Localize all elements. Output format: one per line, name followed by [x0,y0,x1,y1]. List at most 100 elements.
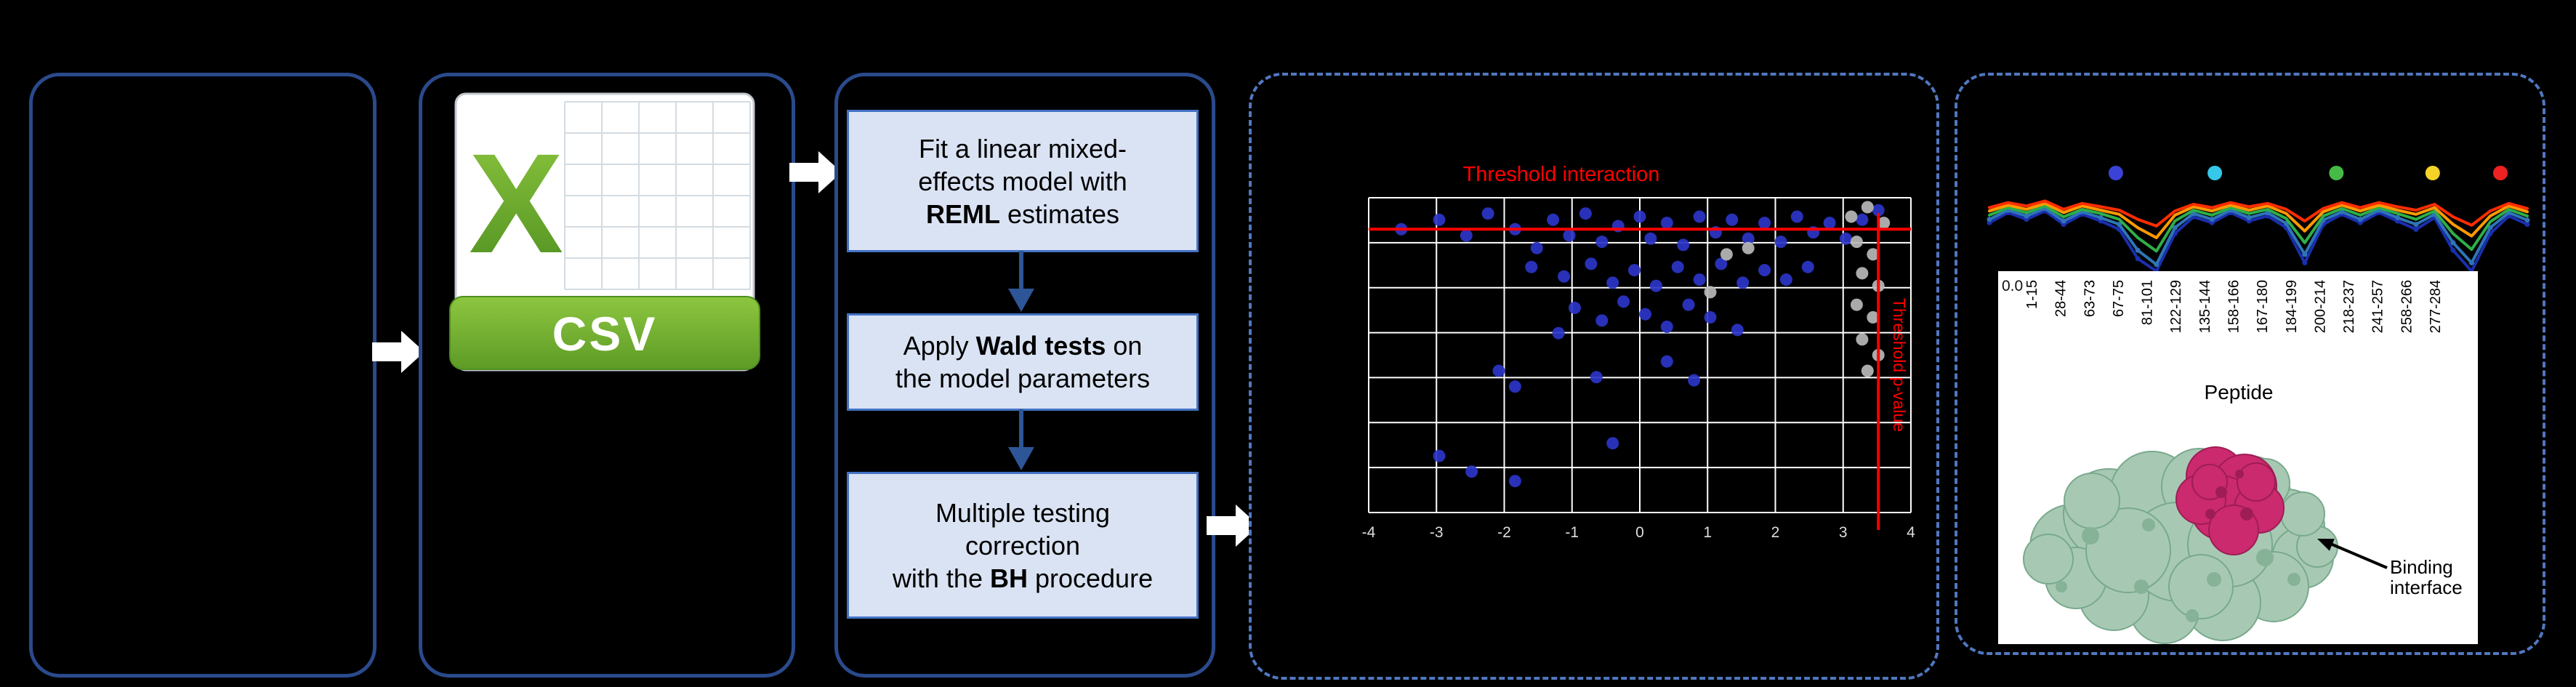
process-step-text: on [1106,331,1143,361]
volcano-panel: -4 -3 -2 -1 0 1 2 3 4 Threshold interaction Thre… [1249,73,1939,680]
data-point-significant [1731,324,1744,337]
uptake-series-marker [2154,262,2160,268]
uptake-series-marker [2450,247,2456,253]
data-point-significant [1856,213,1869,226]
data-point-significant [1726,213,1739,226]
peptide-axis: 1-15 28-44 63-73 67-75 81-101 122-129 135-144 1… [2024,280,2444,333]
data-point-nonsignificant [1850,298,1863,311]
peptide-tick-label: 122-129 [2168,280,2184,333]
flow-arrow-2 [789,151,842,193]
data-point-significant [1633,210,1646,223]
process-step-wald: Apply Wald tests on the model parameters [847,313,1199,411]
uptake-series-green [1988,204,2529,253]
process-step-line: Apply Wald tests on [849,329,1196,362]
data-point-significant [1595,236,1609,249]
data-point-significant [1547,213,1560,226]
process-step-reml: Fit a linear mixed-effects model with REM… [847,110,1199,252]
binding-interface-arrow [2328,542,2388,569]
data-point-significant [1736,276,1750,289]
peptide-tick-label: 200-214 [2312,280,2328,333]
process-step-line: correction [849,529,1196,562]
data-point-significant [1758,264,1771,277]
volcano-chart-area: -4 -3 -2 -1 0 1 2 3 4 Threshold interaction Thre… [1254,78,1928,669]
data-point-nonsignificant [1742,241,1755,254]
data-point-nonsignificant [1861,364,1874,377]
model-steps-box: Fit a linear mixed-effects model with REM… [834,73,1215,678]
peptide-tick-label: 28-44 [2053,280,2069,317]
uptake-series-marker [2413,227,2419,232]
x-axis-tick-label: 2 [1771,524,1780,541]
uptake-series-marker [2302,252,2308,257]
data-point-significant [1644,232,1657,245]
data-point-significant [1693,210,1706,223]
legend-dot [2329,166,2344,180]
legend-dot [2425,166,2440,180]
uptake-series-marker [2394,214,2400,220]
uptake-series-marker [2135,247,2141,253]
data-point-significant [1704,311,1717,324]
uptake-series-marker [2246,214,2252,220]
uptake-series-orange [1988,201,2529,239]
binding-interface-label-line1: Binding [2390,556,2453,578]
data-point-nonsignificant [1861,201,1874,214]
process-step-text: Apply [903,331,976,361]
binding-interface-region [2175,446,2285,555]
data-point-significant [1649,279,1662,292]
uptake-series-marker [2135,256,2141,262]
csv-ribbon [449,296,760,370]
x-axis-tick-label: 0 [1635,524,1644,541]
uptake-series-marker [2524,217,2530,223]
data-point-significant [1671,260,1684,273]
data-point-significant [1823,217,1836,230]
peptide-tick-label: 167-180 [2255,280,2271,333]
process-step-keyword: BH [989,563,1028,593]
uptake-series-lines [1987,199,2530,274]
data-point-significant [1660,321,1673,333]
uptake-series-marker [2487,225,2493,230]
data-point-significant [1677,238,1690,252]
process-step-keyword: Wald tests [975,331,1106,361]
uptake-series-marker [2357,217,2363,222]
volcano-plot: -4 -3 -2 -1 0 1 2 3 4 Threshold interaction Thre… [1362,163,1916,541]
binding-interface-shading [2205,470,2253,521]
data-point-nonsignificant [1704,286,1717,299]
data-point-nonsignificant [1720,248,1733,261]
data-point-significant [1433,213,1446,226]
step-arrow-1 [1008,251,1034,312]
excel-x-letter: X [469,124,563,283]
process-step-line: with the BH procedure [849,562,1196,595]
process-step-text: effects model with [918,166,1127,196]
peptide-tick-label: 158-166 [2226,280,2242,333]
peptide-tick-label: 63-73 [2082,280,2098,317]
results-panel: 0.0 1-15 28-44 63-73 67-75 81-101 122-129 135-… [1955,73,2545,655]
data-point-significant [1590,371,1603,384]
data-point-significant [1774,236,1787,249]
data-point-nonsignificant [1867,248,1880,261]
process-step-text: with the [892,563,990,593]
uptake-series-navy [1988,209,2529,273]
data-point-significant [1465,465,1478,478]
data-point-significant [1595,314,1609,327]
peptide-tick-label: 218-237 [2341,280,2357,333]
uptake-series-marker [2468,260,2474,265]
csv-file-icon: X CSV [448,91,761,382]
process-step-line: REML estimates [849,198,1196,230]
uptake-legend [2108,166,2508,180]
x-axis-tick-label: 1 [1703,524,1712,541]
csv-input-box: X CSV [419,73,795,678]
legend-dot [2493,166,2508,180]
data-point-significant [1660,217,1673,230]
x-axis-tick-label: -1 [1565,524,1579,541]
process-step-text: Fit a linear mixed- [918,133,1127,164]
csv-file-icon-graphic: X CSV [449,92,760,371]
peptide-tick-label: 1-15 [2024,280,2040,309]
data-point-significant [1563,229,1576,242]
process-step-line: Multiple testing [849,497,1196,529]
uptake-series-marker [2209,217,2215,222]
threshold-pvalue-label: Threshold p-value [1890,298,1909,432]
data-point-nonsignificant [1856,267,1869,280]
x-axis-tick-label: -3 [1430,524,1444,541]
binding-interface-label-line2: interface [2390,576,2463,598]
peptide-tick-label: 67-75 [2111,280,2127,317]
